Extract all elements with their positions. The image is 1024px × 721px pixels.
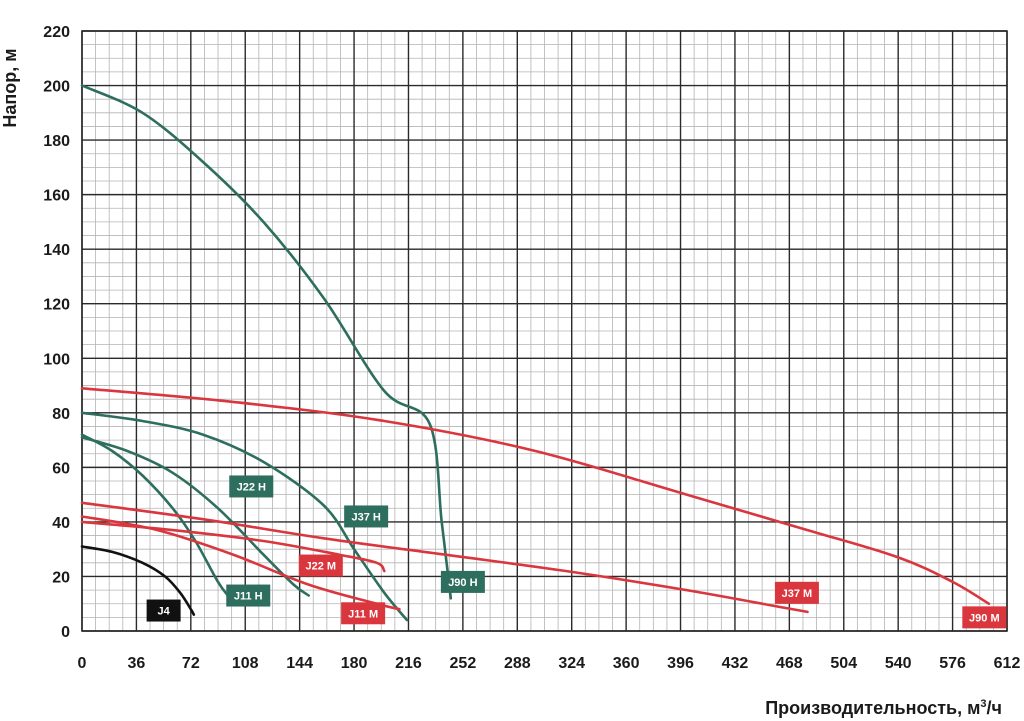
y-tick-label: 0 bbox=[61, 624, 70, 641]
curve-label-j11-m: J11 M bbox=[341, 602, 386, 625]
curve-label-box bbox=[962, 606, 1007, 629]
badge-layer: J4 J11 H J22 H J37 H J90 H J22 M J11 M J37 M J90… bbox=[146, 475, 1007, 629]
y-tick-label: 120 bbox=[43, 297, 70, 314]
series-line-j37-h bbox=[80, 411, 409, 622]
y-tick-labels: 0 20 40 60 80 100 120 140 160 180 200 220 bbox=[43, 24, 70, 641]
y-tick-label: 140 bbox=[43, 242, 70, 259]
y-tick-label: 60 bbox=[52, 460, 70, 477]
x-axis-title-sup: 3 bbox=[980, 698, 986, 710]
curve-label-box bbox=[440, 570, 485, 593]
x-axis-title-tail: /ч bbox=[987, 698, 1002, 718]
x-tick-labels: 0 36 72 108 144 180 216 252 288 324 360 396 432 468 50… bbox=[78, 655, 1021, 672]
x-tick-label: 108 bbox=[232, 655, 259, 672]
x-tick-label: 288 bbox=[504, 655, 531, 672]
x-tick-label: 324 bbox=[558, 655, 585, 672]
x-tick-label: 216 bbox=[395, 655, 422, 672]
curve-label-text: J37 H bbox=[351, 511, 380, 523]
x-tick-label: 576 bbox=[939, 655, 966, 672]
y-tick-label: 100 bbox=[43, 351, 70, 368]
y-tick-label: 80 bbox=[52, 406, 70, 423]
plot-frame bbox=[81, 30, 1008, 632]
curve-label-box bbox=[341, 602, 386, 625]
curve-label-text: J4 bbox=[157, 606, 170, 618]
curve-label-text: J22 H bbox=[237, 481, 266, 493]
curve-label-j37-h: J37 H bbox=[344, 505, 389, 528]
x-tick-label: 72 bbox=[182, 655, 200, 672]
series-line-j37-m bbox=[80, 501, 809, 614]
x-axis-title-main: Производительность, м bbox=[765, 698, 980, 718]
curve-label-text: J90 H bbox=[448, 577, 477, 589]
x-axis-title: Производительность, м3/ч bbox=[765, 698, 1002, 718]
curve-label-box bbox=[229, 475, 274, 498]
curve-label-j90-m: J90 M bbox=[962, 606, 1007, 629]
x-tick-label: 0 bbox=[78, 655, 87, 672]
x-tick-label: 36 bbox=[128, 655, 146, 672]
curve-label-box bbox=[344, 505, 389, 528]
curve-label-j37-m: J37 M bbox=[774, 581, 819, 604]
series-line-j11-h bbox=[80, 433, 232, 600]
y-axis-title: Напор, м bbox=[0, 48, 20, 127]
curve-label-text: J11 H bbox=[234, 591, 263, 603]
curve-label-box bbox=[226, 584, 271, 607]
curve-label-j22-m: J22 M bbox=[298, 554, 343, 577]
series-line-j4 bbox=[80, 545, 196, 616]
y-tick-label: 220 bbox=[43, 24, 70, 41]
series-layer bbox=[80, 84, 991, 622]
x-tick-label: 360 bbox=[613, 655, 640, 672]
curve-label-j4: J4 bbox=[146, 599, 181, 622]
curve-label-j11-h: J11 H bbox=[226, 584, 271, 607]
y-tick-label: 20 bbox=[52, 569, 70, 586]
y-tick-label: 40 bbox=[52, 515, 70, 532]
x-tick-label: 144 bbox=[286, 655, 313, 672]
x-tick-label: 612 bbox=[994, 655, 1021, 672]
y-tick-label: 160 bbox=[43, 188, 70, 205]
y-tick-label: 200 bbox=[43, 79, 70, 96]
curve-label-text: J90 M bbox=[969, 612, 1000, 624]
curve-label-text: J37 M bbox=[782, 588, 813, 600]
curve-label-text: J22 M bbox=[306, 561, 337, 573]
x-tick-label: 540 bbox=[885, 655, 912, 672]
curve-label-text: J11 M bbox=[348, 608, 378, 620]
curve-label-j90-h: J90 H bbox=[440, 570, 485, 593]
x-tick-label: 396 bbox=[667, 655, 694, 672]
series-line-j90-h bbox=[80, 84, 453, 600]
curve-label-box bbox=[774, 581, 819, 604]
series-line-j22-h bbox=[80, 436, 310, 597]
curve-label-box bbox=[298, 554, 343, 577]
y-tick-label: 180 bbox=[43, 133, 70, 150]
x-tick-label: 432 bbox=[722, 655, 749, 672]
curve-label-box bbox=[146, 599, 181, 622]
x-tick-label: 252 bbox=[450, 655, 477, 672]
series-line-j90-m bbox=[80, 387, 991, 605]
x-tick-label: 180 bbox=[341, 655, 368, 672]
x-tick-label: 504 bbox=[830, 655, 857, 672]
minor-grid bbox=[81, 30, 1008, 632]
curve-label-j22-h: J22 H bbox=[229, 475, 274, 498]
x-tick-label: 468 bbox=[776, 655, 803, 672]
series-line-j22-m bbox=[80, 520, 386, 573]
